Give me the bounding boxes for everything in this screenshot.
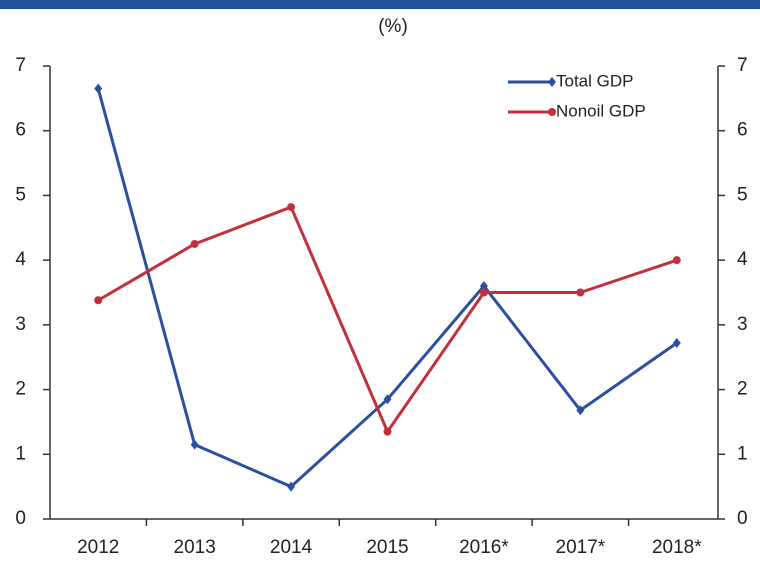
y2-tick-label: 1 bbox=[737, 443, 748, 464]
legend-label: Nonoil GDP bbox=[556, 101, 646, 120]
y2-tick-label: 6 bbox=[737, 120, 748, 141]
legend-marker bbox=[548, 108, 556, 116]
y-tick-label: 1 bbox=[15, 443, 26, 464]
point bbox=[576, 288, 585, 297]
point bbox=[190, 439, 199, 450]
y-tick-label: 3 bbox=[15, 314, 26, 335]
legend-marker bbox=[548, 77, 556, 87]
y-tick-label: 7 bbox=[15, 55, 26, 76]
point bbox=[94, 83, 103, 94]
point bbox=[576, 405, 585, 416]
x-tick-label: 2016* bbox=[459, 537, 509, 558]
x-tick-label: 2014 bbox=[270, 537, 313, 558]
x-tick-label: 2017* bbox=[556, 537, 606, 558]
point bbox=[672, 337, 681, 348]
legend-entry: Nonoil GDP bbox=[508, 101, 646, 120]
y2-tick-label: 2 bbox=[737, 379, 748, 400]
legend-entry: Total GDP bbox=[508, 71, 633, 90]
point bbox=[383, 394, 392, 405]
y2-tick-label: 0 bbox=[737, 508, 748, 529]
y-tick-label: 2 bbox=[15, 379, 26, 400]
point bbox=[190, 239, 199, 248]
point bbox=[94, 296, 103, 305]
y-tick-label: 5 bbox=[15, 184, 26, 205]
point bbox=[672, 256, 681, 265]
y2-tick-label: 3 bbox=[737, 314, 748, 335]
x-tick-label: 2018* bbox=[652, 537, 702, 558]
x-tick-label: 2015 bbox=[366, 537, 408, 558]
point bbox=[479, 288, 488, 297]
y2-tick-label: 5 bbox=[737, 184, 748, 205]
header-bar bbox=[0, 0, 760, 9]
legend-label: Total GDP bbox=[556, 71, 633, 90]
y-tick-label: 4 bbox=[15, 249, 26, 270]
series-line bbox=[96, 88, 678, 489]
x-tick-label: 2012 bbox=[77, 537, 119, 558]
y-tick-label: 6 bbox=[15, 120, 26, 141]
y-tick-label: 0 bbox=[15, 508, 26, 529]
point bbox=[383, 427, 392, 436]
y2-tick-label: 7 bbox=[737, 55, 748, 76]
chart-subtitle: (%) bbox=[378, 16, 408, 37]
x-tick-label: 2013 bbox=[174, 537, 216, 558]
y2-tick-label: 4 bbox=[737, 249, 748, 270]
point bbox=[287, 203, 296, 212]
point bbox=[479, 281, 488, 292]
point bbox=[287, 481, 296, 492]
